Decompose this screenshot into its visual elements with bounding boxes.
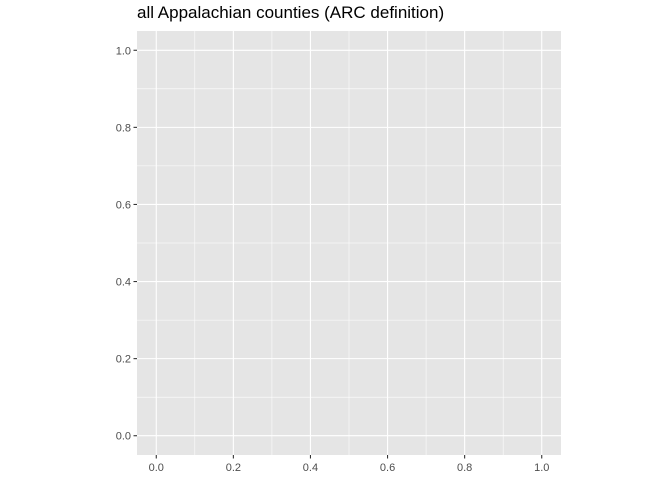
y-tick-label: 0.8 bbox=[116, 122, 131, 134]
y-tick-label: 0.6 bbox=[116, 199, 131, 211]
x-tick-label: 0.8 bbox=[457, 462, 472, 474]
x-tick-label: 0.2 bbox=[226, 462, 241, 474]
x-axis: 0.0 0.2 0.4 0.6 0.8 1.0 bbox=[149, 455, 549, 474]
y-tick-label: 0.2 bbox=[116, 354, 131, 366]
y-tick-label: 1.0 bbox=[116, 45, 131, 57]
major-grid bbox=[137, 31, 561, 455]
y-axis: 0.0 0.2 0.4 0.6 0.8 1.0 bbox=[116, 45, 137, 443]
y-tick-label: 0.4 bbox=[116, 277, 131, 289]
x-tick-label: 0.0 bbox=[149, 462, 164, 474]
minor-grid bbox=[137, 31, 561, 455]
x-tick-label: 1.0 bbox=[534, 462, 549, 474]
chart-title: all Appalachian counties (ARC definition… bbox=[137, 3, 445, 22]
x-tick-label: 0.4 bbox=[303, 462, 318, 474]
y-tick-label: 0.0 bbox=[116, 431, 131, 443]
x-tick-label: 0.6 bbox=[380, 462, 395, 474]
